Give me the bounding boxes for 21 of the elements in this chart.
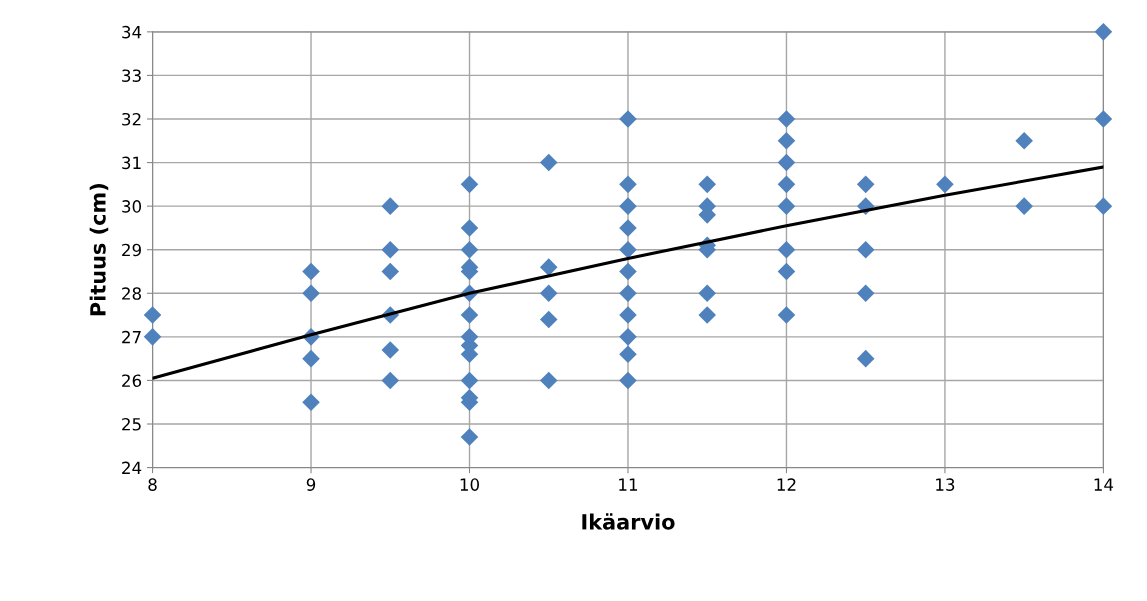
x-tick-label: 12 (777, 478, 796, 491)
y-tick-label: 29 (122, 243, 141, 257)
y-tick-label: 31 (122, 156, 141, 170)
x-axis-title: Ikäarvio (582, 513, 675, 530)
x-tick-label: 14 (1094, 478, 1114, 491)
x-tick-label: 11 (619, 478, 638, 491)
y-tick-label: 32 (122, 112, 141, 126)
y-tick-label: 24 (122, 461, 142, 474)
y-tick-label: 26 (122, 374, 142, 387)
y-tick-label: 33 (122, 69, 141, 82)
y-tick-label: 25 (122, 417, 141, 431)
y-tick-label: 27 (122, 330, 141, 344)
x-tick-label: 8 (148, 478, 157, 491)
x-tick-label: 9 (306, 478, 316, 491)
y-tick-label: 34 (122, 25, 142, 39)
x-tick-label: 13 (936, 478, 955, 491)
y-axis-title: Pituus (cm) (89, 184, 109, 316)
y-tick-label: 28 (122, 287, 141, 300)
x-tick-label: 10 (460, 478, 479, 491)
y-tick-label: 30 (122, 200, 142, 213)
line-series (152, 165, 1104, 380)
